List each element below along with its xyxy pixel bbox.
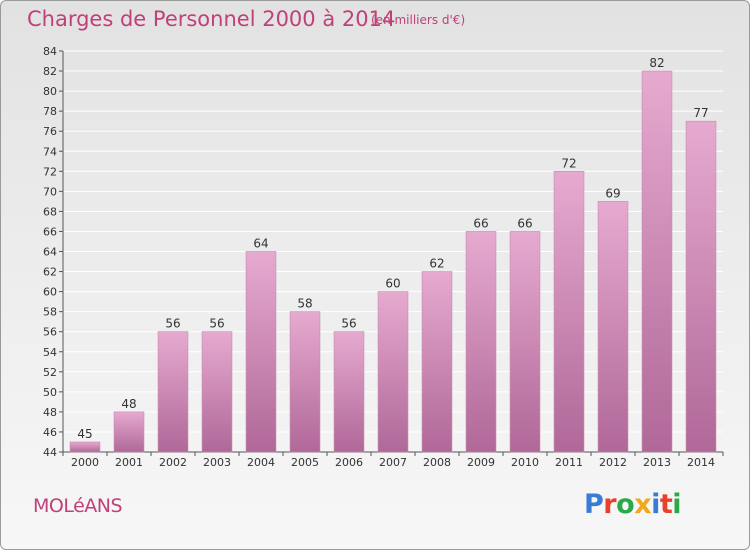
data-label: 62 — [429, 257, 444, 271]
x-tick-label: 2002 — [159, 456, 187, 469]
data-label: 82 — [649, 56, 664, 70]
data-label: 58 — [297, 297, 312, 311]
bar — [289, 311, 321, 453]
commune-name: MOLéANS — [33, 495, 123, 517]
y-tick-label: 74 — [43, 145, 57, 158]
x-tick-label: 2007 — [379, 456, 407, 469]
x-tick-label: 2013 — [643, 456, 671, 469]
x-tick-label: 2012 — [599, 456, 627, 469]
data-label: 66 — [517, 216, 532, 230]
x-tick-label: 2010 — [511, 456, 539, 469]
y-tick-label: 44 — [43, 446, 57, 459]
x-tick-label: 2009 — [467, 456, 495, 469]
x-tick-label: 2011 — [555, 456, 583, 469]
y-tick-label: 48 — [43, 406, 57, 419]
x-tick-label: 2005 — [291, 456, 319, 469]
y-tick-label: 58 — [43, 306, 57, 319]
bar — [245, 251, 277, 453]
data-labels: 45 48 56 56 64 58 56 60 62 66 66 72 69 82 77 — [77, 56, 708, 441]
x-tick-label: 2003 — [203, 456, 231, 469]
x-tick-label: 2001 — [115, 456, 143, 469]
y-tick-label: 66 — [43, 225, 57, 238]
data-label: 56 — [165, 317, 180, 331]
data-label: 69 — [605, 186, 620, 200]
data-label: 56 — [341, 317, 356, 331]
proxiti-logo[interactable]: Proxiti — [584, 489, 682, 520]
y-tick-label: 46 — [43, 426, 57, 439]
bar — [553, 171, 585, 453]
data-label: 60 — [385, 277, 400, 291]
data-label: 56 — [209, 317, 224, 331]
x-tick-label: 2000 — [71, 456, 99, 469]
y-tick-label: 70 — [43, 185, 57, 198]
logo-letter: i — [651, 489, 660, 520]
data-label: 77 — [693, 106, 708, 120]
bars — [69, 70, 717, 453]
bar — [465, 231, 497, 453]
x-tick-label: 2006 — [335, 456, 363, 469]
logo-letter: P — [584, 489, 604, 520]
data-label: 48 — [121, 397, 136, 411]
y-tick-label: 50 — [43, 386, 57, 399]
x-tick-label: 2014 — [687, 456, 715, 469]
y-tick-label: 52 — [43, 366, 57, 379]
y-tick-label: 62 — [43, 266, 57, 279]
bar — [69, 441, 101, 453]
y-tick-label: 54 — [43, 346, 57, 359]
y-tick-label: 76 — [43, 125, 57, 138]
y-tick-label: 60 — [43, 286, 57, 299]
bar — [597, 201, 629, 453]
x-tick-label: 2008 — [423, 456, 451, 469]
bar — [113, 411, 145, 453]
chart-subtitle: (en milliers d'€) — [371, 13, 466, 27]
bar — [641, 70, 673, 453]
y-tick-label: 72 — [43, 165, 57, 178]
bar — [157, 331, 189, 453]
y-tick-label: 68 — [43, 205, 57, 218]
bar — [685, 120, 717, 453]
data-label: 45 — [77, 427, 92, 441]
data-label: 66 — [473, 216, 488, 230]
y-tick-label: 78 — [43, 105, 57, 118]
bar — [421, 271, 453, 453]
y-tick-label: 56 — [43, 326, 57, 339]
y-tick-label: 80 — [43, 85, 57, 98]
logo-letter: r — [603, 489, 617, 520]
logo-letter: x — [634, 489, 652, 520]
chart-title: Charges de Personnel 2000 à 2014 — [27, 7, 396, 31]
x-tick-label: 2004 — [247, 456, 275, 469]
logo-letter: o — [616, 489, 635, 520]
data-label: 72 — [561, 156, 576, 170]
bar — [509, 231, 541, 453]
bar — [333, 331, 365, 453]
logo-letter: i — [672, 489, 682, 520]
bar — [377, 291, 409, 453]
y-tick-label: 84 — [43, 45, 57, 58]
bar — [201, 331, 233, 453]
y-tick-label: 82 — [43, 65, 57, 78]
logo-letter: t — [659, 489, 673, 520]
data-label: 64 — [253, 237, 268, 251]
y-tick-label: 64 — [43, 246, 57, 259]
